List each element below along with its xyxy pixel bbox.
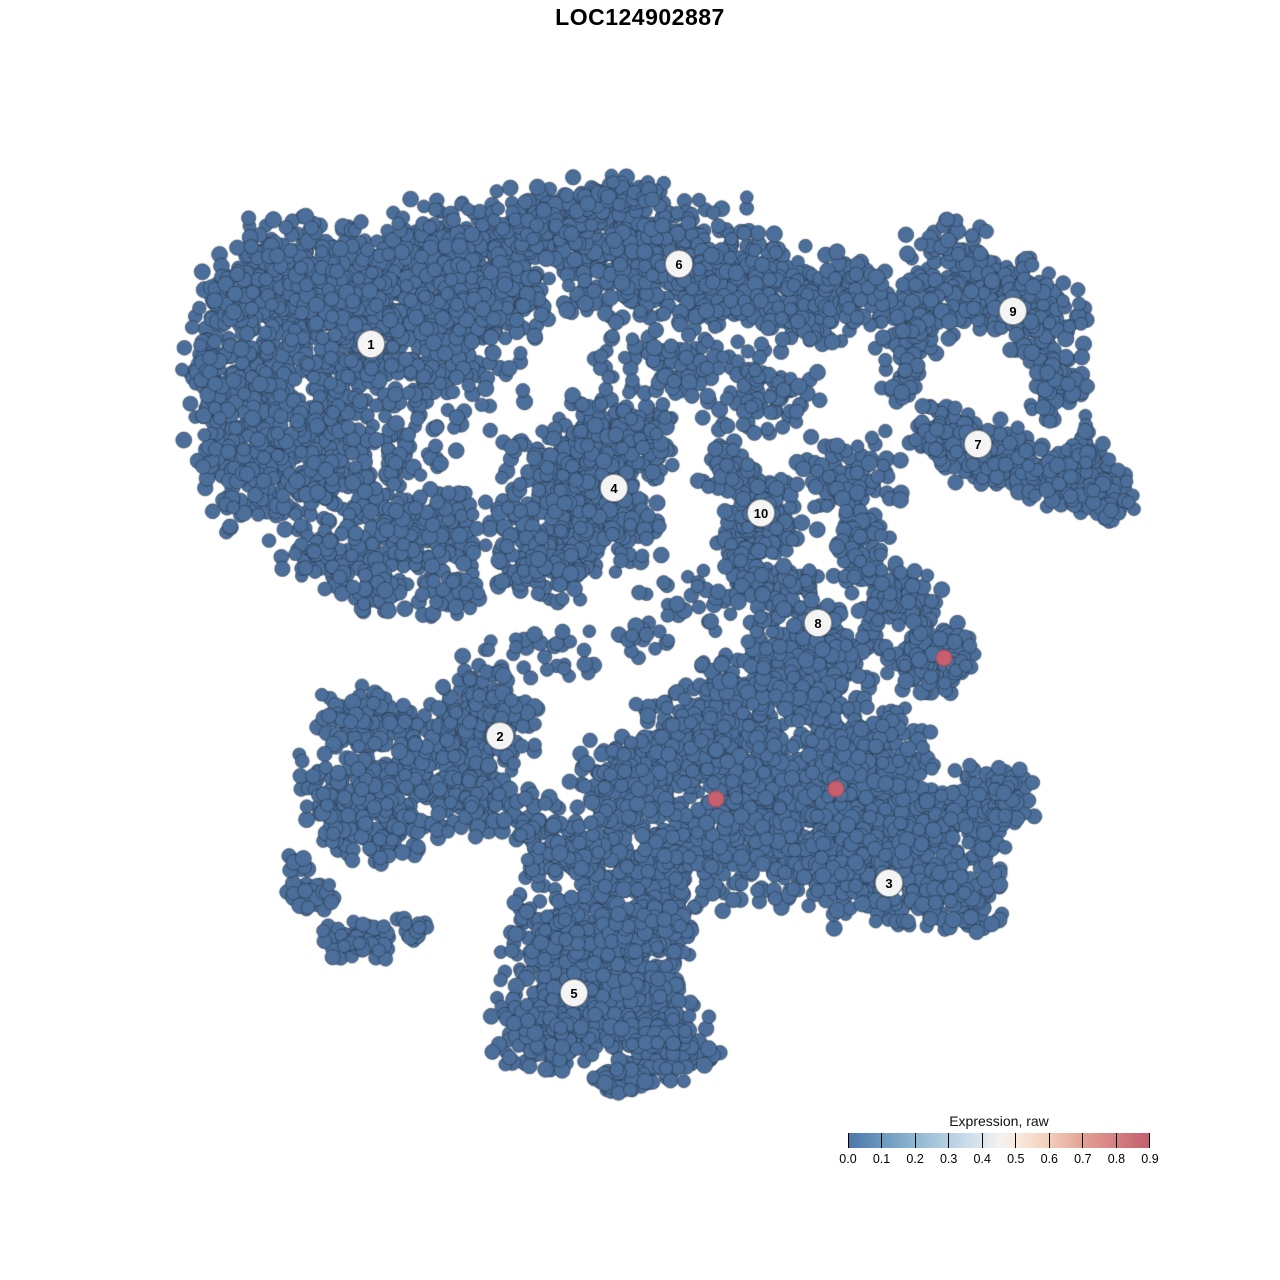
colorbar-tick [981,1133,983,1148]
cluster-label-2: 2 [486,722,514,750]
colorbar-tick-label: 0.8 [1107,1152,1126,1166]
cluster-label-1: 1 [357,330,385,358]
expression-legend: Expression, raw 0.0 0.1 0.2 0.3 0.4 0.5 0.6 0.7… [839,1113,1158,1166]
colorbar-tick [881,1133,883,1148]
colorbar-tick [1149,1133,1150,1148]
colorbar-tick [1048,1133,1050,1148]
cluster-label-4: 4 [600,474,628,502]
colorbar-tick [848,1133,849,1148]
cluster-label-5: 5 [560,979,588,1007]
cluster-label-3: 3 [875,869,903,897]
legend-title: Expression, raw [949,1113,1049,1129]
colorbar-tick [1115,1133,1117,1148]
colorbar-tick-label: 0.7 [1074,1152,1092,1166]
cluster-label-9: 9 [999,297,1027,325]
colorbar-tick-label: 0.9 [1141,1152,1159,1166]
colorbar-tick-label: 0.1 [872,1152,891,1166]
colorbar-tick-label: 0.5 [1007,1152,1025,1166]
colorbar-tick [914,1133,916,1148]
colorbar-tick [1015,1133,1017,1148]
cluster-label-7: 7 [964,430,992,458]
cluster-label-6: 6 [665,250,693,278]
cluster-label-8: 8 [804,609,832,637]
colorbar-tick-label: 0.2 [906,1152,924,1166]
colorbar-tick [1082,1133,1084,1148]
cluster-label-10: 10 [747,499,775,527]
colorbar-tick-label: 0.6 [1040,1152,1059,1166]
colorbar-tick [948,1133,950,1148]
colorbar-gradient [848,1133,1150,1148]
colorbar-tick-label: 0.3 [939,1152,958,1166]
colorbar-tick-label: 0.0 [839,1152,857,1166]
colorbar-tick-label: 0.4 [973,1152,991,1166]
